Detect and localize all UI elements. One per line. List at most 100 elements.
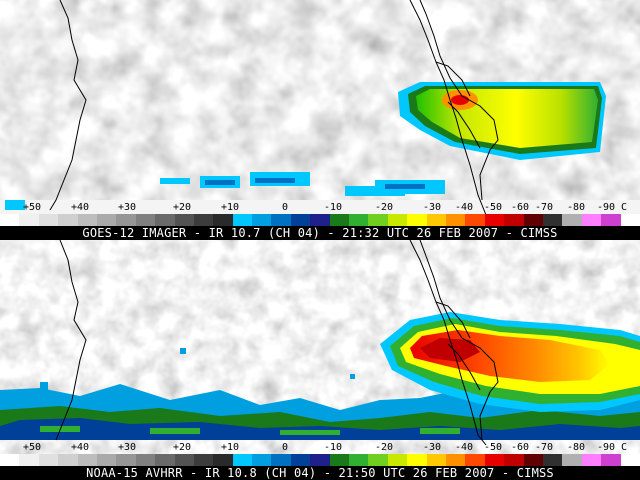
color-bar-segment — [329, 214, 350, 226]
color-bar-segment — [232, 214, 253, 226]
color-bar-segment — [542, 454, 563, 466]
color-bar-segment — [0, 214, 20, 226]
color-bar-segment — [19, 214, 39, 226]
color-bar-segment — [504, 214, 524, 226]
color-bar-segment — [562, 454, 582, 466]
scale-label: -60 — [510, 442, 530, 453]
color-bar-segment — [620, 214, 640, 226]
color-bar-segment — [426, 454, 446, 466]
noaa-15-ir-image — [0, 240, 640, 480]
cold-cloud-band — [0, 384, 640, 440]
coastline-overlay — [55, 240, 499, 446]
scale-label: +20 — [172, 202, 192, 213]
color-bar-segment — [252, 454, 272, 466]
color-bar-segment — [601, 454, 621, 466]
scale-label: -90 C — [596, 202, 628, 213]
color-bar-segment — [407, 454, 427, 466]
scale-label: -30 — [422, 202, 442, 213]
color-bar-segment — [504, 454, 524, 466]
scale-label: -50 — [483, 202, 503, 213]
color-bar-segment — [116, 214, 136, 226]
scale-label: +20 — [172, 442, 192, 453]
temperature-scale-labels: +50 +40 +30 +20 +10 0 -10 -20 -30 -40 -5… — [0, 202, 640, 215]
temperature-scale-labels: +50 +40 +30 +20 +10 0 -10 -20 -30 -40 -5… — [0, 442, 640, 455]
color-bar-segment — [465, 454, 485, 466]
scale-label: -50 — [483, 442, 503, 453]
color-bar-segment — [465, 214, 485, 226]
cold-cloud-fringe — [0, 172, 640, 214]
color-bar-segment — [135, 214, 156, 226]
color-bar-segment — [193, 454, 214, 466]
color-bar-segment — [349, 454, 369, 466]
goes-12-ir-image-panel: +50 +40 +30 +20 +10 0 -10 -20 -30 -40 -5… — [0, 0, 640, 240]
color-bar-segment — [38, 214, 59, 226]
coastline-overlay — [49, 0, 499, 216]
scale-label: +10 — [220, 202, 240, 213]
color-bar-segment — [387, 214, 408, 226]
panel-caption: NOAA-15 AVHRR - IR 10.8 (CH 04) - 21:50 … — [0, 466, 640, 480]
color-bar-segment — [38, 454, 59, 466]
color-bar-segment — [484, 214, 505, 226]
scale-label: -20 — [374, 202, 394, 213]
scale-label: +50 — [22, 442, 42, 453]
color-bar-segment — [252, 214, 272, 226]
scale-label: +30 — [117, 202, 137, 213]
color-bar-segment — [310, 214, 330, 226]
color-bar-segment — [542, 214, 563, 226]
color-bar-segment — [116, 454, 136, 466]
temperature-color-bar — [0, 214, 640, 226]
scale-label: -40 — [454, 202, 474, 213]
scale-label: -80 — [566, 442, 586, 453]
color-bar-segment — [562, 214, 582, 226]
color-bar-segment — [193, 214, 214, 226]
color-bar-segment — [96, 214, 117, 226]
color-bar-segment — [213, 214, 233, 226]
color-bar-segment — [135, 454, 156, 466]
color-bar-segment — [271, 454, 291, 466]
scale-label: -20 — [374, 442, 394, 453]
color-bar-segment — [523, 454, 543, 466]
color-bar-segment — [387, 454, 408, 466]
goes-12-ir-image — [0, 0, 640, 240]
scale-label: 0 — [281, 202, 289, 213]
scale-label: -70 — [534, 202, 554, 213]
color-bar-segment — [310, 454, 330, 466]
scale-label: -80 — [566, 202, 586, 213]
color-bar-segment — [58, 454, 78, 466]
scale-label: -30 — [422, 442, 442, 453]
color-bar-segment — [19, 454, 39, 466]
color-bar-segment — [213, 454, 233, 466]
color-bar-segment — [620, 454, 640, 466]
color-bar-segment — [232, 454, 253, 466]
panel-caption: GOES-12 IMAGER - IR 10.7 (CH 04) - 21:32… — [0, 226, 640, 240]
color-bar-segment — [445, 214, 466, 226]
color-bar-segment — [77, 214, 97, 226]
color-bar-segment — [174, 454, 194, 466]
scale-label: -60 — [510, 202, 530, 213]
scale-label: -10 — [323, 442, 343, 453]
scale-label: 0 — [281, 442, 289, 453]
color-bar-segment — [349, 214, 369, 226]
color-bar-segment — [271, 214, 291, 226]
color-bar-segment — [77, 454, 97, 466]
scale-label: -10 — [323, 202, 343, 213]
color-bar-segment — [484, 454, 505, 466]
color-bar-segment — [155, 454, 175, 466]
color-bar-segment — [174, 214, 194, 226]
scale-label: +40 — [70, 202, 90, 213]
color-bar-segment — [601, 214, 621, 226]
color-bar-segment — [581, 214, 602, 226]
color-bar-segment — [368, 214, 388, 226]
color-bar-segment — [290, 454, 311, 466]
color-bar-segment — [96, 454, 117, 466]
scale-label: +50 — [22, 202, 42, 213]
scale-label: +30 — [117, 442, 137, 453]
scale-label: -40 — [454, 442, 474, 453]
scale-label: +40 — [70, 442, 90, 453]
color-bar-segment — [290, 214, 311, 226]
color-bar-segment — [523, 214, 543, 226]
color-bar-segment — [368, 454, 388, 466]
noaa-15-ir-image-panel: +50 +40 +30 +20 +10 0 -10 -20 -30 -40 -5… — [0, 240, 640, 480]
storm-cloud-top — [380, 312, 640, 412]
color-bar-segment — [58, 214, 78, 226]
